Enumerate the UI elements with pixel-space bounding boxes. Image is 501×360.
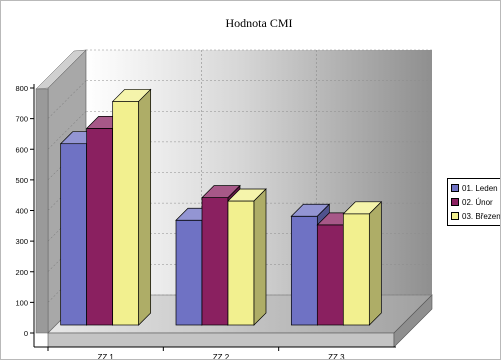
bar-side-0-2 (138, 88, 152, 326)
y-tick-label-4: 400 (15, 207, 28, 216)
legend-label-2: 02. Únor (462, 197, 493, 207)
legend: 01. Leden 02. Únor 03. Březen (447, 178, 501, 226)
y-tick-label-7: 700 (15, 115, 28, 124)
bar-side-2-2 (368, 200, 382, 326)
x-tick-label-0: ZZ 1 (97, 353, 114, 359)
legend-label-1: 01. Leden (462, 183, 498, 193)
y-tick-label-0: 0 (24, 329, 28, 338)
chart-title: Hodnota CMI (226, 16, 293, 30)
legend-item-2: 02. Únor (451, 195, 500, 209)
floor-front-edge (47, 332, 395, 348)
y-tick-label-5: 500 (15, 176, 28, 185)
bar-1-0 (175, 219, 203, 326)
x-tick-label-2: ZZ 3 (328, 353, 345, 359)
bar-2-2 (342, 213, 370, 326)
y-tick-label-1: 100 (15, 298, 28, 307)
bar-0-0 (60, 143, 88, 326)
bar-2-1 (316, 224, 344, 326)
bar-2-0 (290, 215, 318, 326)
gridline-side-6 (47, 111, 87, 150)
y-tick-label-3: 300 (15, 237, 28, 246)
bar-1-2 (227, 200, 255, 326)
bar-side-1-2 (253, 188, 267, 326)
y-tick-label-2: 200 (15, 268, 28, 277)
bar-0-1 (86, 128, 114, 326)
floor-side-edge (393, 294, 433, 348)
y-tick-label-8: 800 (15, 84, 28, 93)
legend-item-1: 01. Leden (451, 181, 500, 195)
legend-item-3: 03. Březen (451, 209, 501, 223)
bar-0-2 (112, 101, 140, 326)
gridline-side-7 (47, 80, 87, 119)
y-tick-label-6: 600 (15, 145, 28, 154)
x-tick-label-1: ZZ 2 (213, 353, 230, 359)
legend-swatch-2 (451, 198, 459, 206)
side-wall-front (35, 88, 49, 334)
legend-swatch-1 (451, 184, 459, 192)
gridline-side-8 (47, 49, 87, 89)
bar-1-1 (201, 197, 229, 326)
legend-label-3: 03. Březen (462, 211, 501, 221)
legend-swatch-3 (451, 212, 459, 220)
